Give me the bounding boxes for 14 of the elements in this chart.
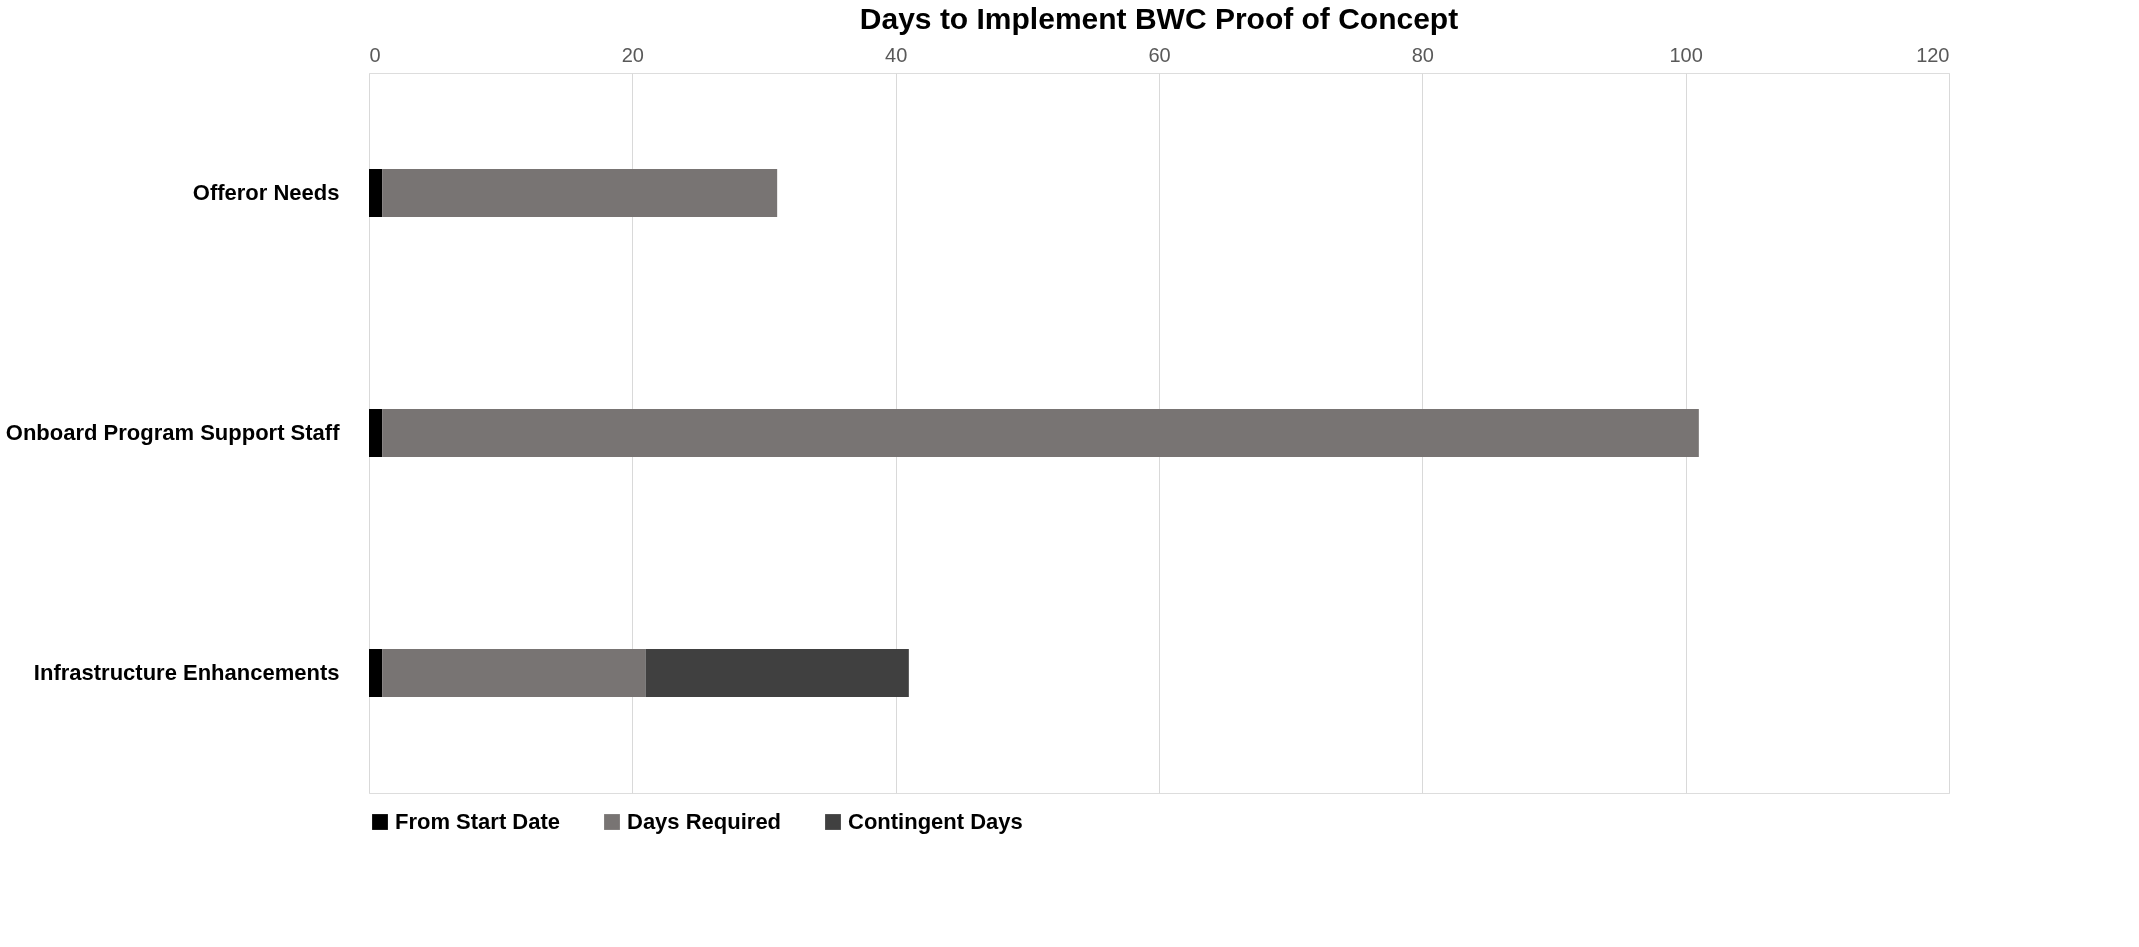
- chart-title: Days to Implement BWC Proof of Concept: [859, 2, 1459, 35]
- x-tick-label: 80: [1411, 43, 1434, 66]
- x-tick-label: 40: [885, 43, 908, 66]
- x-tick-label: 0: [369, 43, 381, 66]
- y-tick-label: Offeror Needs: [192, 180, 340, 205]
- x-tick-label: 100: [1669, 43, 1703, 66]
- x-tick-label: 20: [621, 43, 644, 66]
- y-tick-label: Infrastructure Enhancements: [33, 660, 340, 685]
- legend-label: From Start Date: [395, 809, 561, 834]
- x-tick-label: 60: [1148, 43, 1171, 66]
- x-tick-label: 120: [1916, 43, 1950, 66]
- legend-label: Contingent Days: [848, 809, 1023, 834]
- legend-label: Days Required: [627, 809, 782, 834]
- y-tick-label: Onboard Program Support Staff: [5, 420, 341, 445]
